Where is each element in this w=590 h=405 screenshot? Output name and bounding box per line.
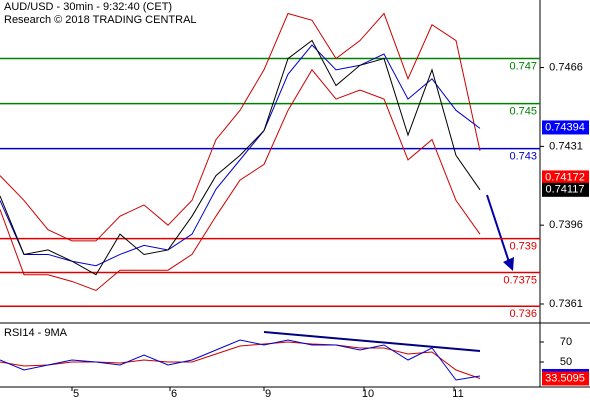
panel-title: RSI14 - 9MA (4, 327, 68, 339)
price-marker (542, 371, 589, 386)
y-tick-label: 70 (560, 336, 572, 348)
y-tick-label: 0.7466 (549, 61, 583, 73)
price-marker (542, 120, 589, 135)
level-label: 0.736 (509, 308, 537, 320)
x-tick-label: 11 (452, 388, 463, 400)
chart-title: AUD/USD - 30min - 9:32:40 (CET) (4, 1, 172, 13)
level-label: 0.739 (509, 241, 537, 253)
arrow-head (503, 257, 514, 271)
x-tick-label: 6 (171, 388, 177, 400)
trend-line (263, 331, 481, 352)
y-tick-label: 50 (560, 356, 572, 368)
series-line (0, 44, 481, 267)
series-line (0, 341, 481, 379)
chart-subtitle: Research © 2018 TRADING CENTRAL (4, 14, 197, 26)
price-marker (542, 170, 589, 185)
y-tick-label: 0.7431 (549, 140, 583, 152)
series-line (0, 39, 481, 276)
x-tick-label: 9 (265, 388, 271, 400)
level-label: 0.7375 (503, 274, 537, 286)
level-label: 0.743 (509, 151, 537, 163)
price-marker-label: 0.74394 (545, 121, 585, 133)
price-marker-label: 33.5095 (545, 372, 585, 384)
level-label: 0.745 (509, 105, 537, 117)
y-tick-label: 0.7396 (549, 219, 583, 231)
price-marker-label: 0.74172 (545, 171, 585, 183)
price-marker (542, 182, 589, 197)
y-tick-label: 0.7361 (549, 298, 583, 310)
series-line (0, 68, 481, 292)
x-tick-label: 10 (362, 388, 374, 400)
level-label: 0.747 (509, 60, 537, 72)
price-marker-label: 0.74117 (546, 184, 585, 196)
x-tick-label: 5 (73, 388, 79, 400)
series-line (0, 12, 481, 242)
series-line (0, 339, 481, 381)
forecast-arrow (486, 194, 510, 263)
